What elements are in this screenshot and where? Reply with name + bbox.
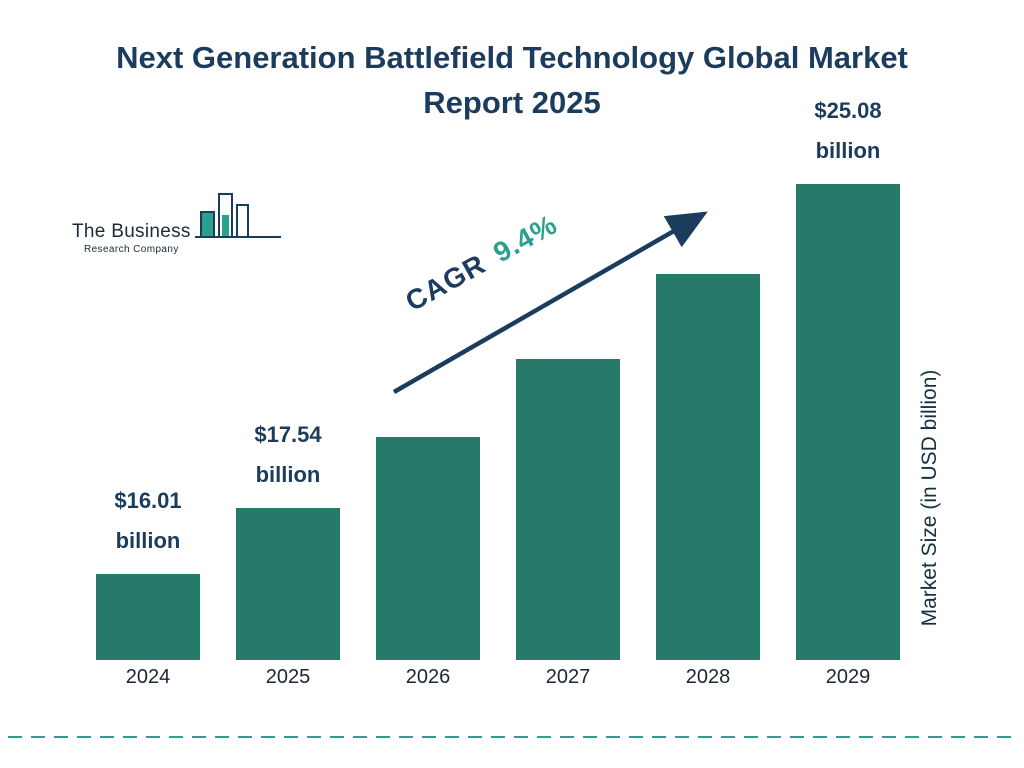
bar-value-unit: billion [115, 528, 181, 554]
bar-2025 [236, 508, 340, 660]
growth-arrow-icon [392, 211, 708, 394]
bar-value-label-2029: $25.08 billion [768, 91, 928, 172]
x-tick-2027: 2027 [545, 666, 591, 688]
x-tick-2028: 2028 [685, 666, 731, 688]
y-axis-label: Market Size (in USD billion) [918, 369, 941, 627]
bar-value-amount: $25.08 [814, 97, 882, 123]
bar-value-label-2025: $17.54 billion [208, 415, 368, 496]
bar-value-label-2024: $16.01 billion [68, 481, 228, 562]
bar-2029 [796, 184, 900, 660]
bar-value-unit: billion [255, 462, 321, 488]
bar-2024 [96, 574, 200, 660]
company-logo: The Business Research Company [72, 188, 283, 255]
bar-value-unit: billion [815, 138, 881, 164]
x-tick-2024: 2024 [125, 666, 171, 688]
x-tick-2026: 2026 [405, 666, 451, 688]
company-name: The Business [72, 221, 191, 242]
bar-2026 [376, 437, 480, 660]
bar-chart-logo-icon [194, 188, 283, 255]
bar-value-amount: $16.01 [114, 487, 182, 513]
company-subname: Research Company [83, 244, 179, 255]
company-logo-text: The Business Research Company [72, 221, 191, 255]
x-tick-2029: 2029 [825, 666, 871, 688]
page-title: Next Generation Battlefield Technology G… [116, 40, 908, 120]
bar-2028 [656, 274, 760, 660]
bar-2027 [516, 359, 620, 660]
bar-value-amount: $17.54 [254, 421, 322, 447]
x-tick-2025: 2025 [265, 666, 311, 688]
bottom-dashed-divider [8, 736, 1016, 738]
